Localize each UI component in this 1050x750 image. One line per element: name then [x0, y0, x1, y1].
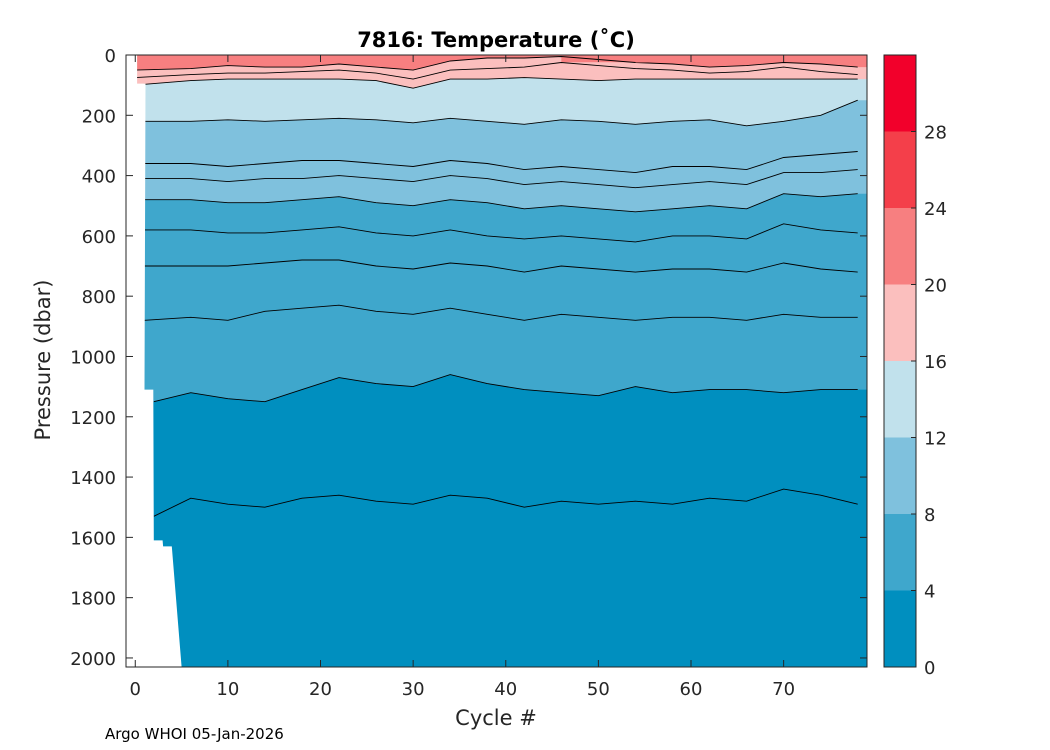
x-tick-label: 10 [216, 679, 239, 700]
colorbar-tick-label: 16 [924, 352, 947, 373]
contour-lines [135, 56, 858, 517]
colorbar-segment [884, 55, 916, 132]
plot-area [126, 55, 867, 667]
y-tick-label: 400 [82, 167, 116, 188]
colorbar-segment [884, 361, 916, 438]
contour-line-3C [153, 488, 858, 517]
contour-line-10C [144, 151, 858, 174]
contour-line-7C [144, 223, 858, 243]
colorbar-tick-label: 8 [924, 505, 935, 526]
x-tick-label: 50 [587, 679, 610, 700]
contour-line-4C [153, 374, 858, 403]
colorbar-tick-label: 4 [924, 582, 935, 603]
y-tick-label: 1200 [70, 408, 116, 429]
colorbar-tick-label: 20 [924, 276, 947, 297]
y-tick-label: 0 [105, 46, 116, 67]
contour-bands [126, 55, 867, 667]
y-axis-label: Pressure (dbar) [31, 280, 55, 441]
plot-frame [125, 54, 868, 668]
no-data-mask [126, 55, 191, 667]
colorbar-segment [884, 208, 916, 285]
y-tick-label: 1400 [70, 468, 116, 489]
warm-surface-patch [209, 55, 340, 62]
x-tick-label: 0 [130, 679, 141, 700]
colorbar-segment [884, 437, 916, 514]
x-tick-label: 40 [494, 679, 517, 700]
x-tick-label: 70 [772, 679, 795, 700]
x-tick-label: 30 [402, 679, 425, 700]
contour-line-16C [135, 77, 858, 89]
x-axis: 0 10 20 30 40 50 60 70 [130, 55, 795, 700]
x-tick-label: 60 [680, 679, 703, 700]
y-tick-label: 2000 [70, 649, 116, 670]
y-axis: 0 200 400 600 800 1000 1200 1400 1600 1800 2000 [70, 46, 867, 670]
colorbar-tick-label: 28 [924, 123, 947, 144]
colorbar-segment [884, 590, 916, 667]
chart-title: 7816: Temperature (˚C) [357, 28, 635, 52]
colorbar-tick-label: 0 [924, 658, 935, 679]
y-tick-label: 600 [82, 227, 116, 248]
colorbar-tick-label: 24 [924, 199, 947, 220]
contour-line-8C [144, 193, 858, 213]
y-tick-label: 1800 [70, 589, 116, 610]
contour-line-12C [144, 99, 858, 127]
y-tick-label: 800 [82, 287, 116, 308]
y-tick-label: 1600 [70, 528, 116, 549]
colorbar-tick-label: 12 [924, 429, 947, 450]
footer-credit: Argo WHOI 05-Jan-2026 [105, 725, 284, 743]
y-tick-label: 1000 [70, 347, 116, 368]
no-data-region [126, 55, 191, 667]
y-tick-label: 200 [82, 106, 116, 127]
x-axis-label: Cycle # [455, 706, 537, 730]
colorbar-segment [884, 284, 916, 361]
colorbar-segment [884, 514, 916, 591]
x-tick-label: 20 [309, 679, 332, 700]
colorbar-segment [884, 131, 916, 208]
contour-line-18C [135, 62, 858, 80]
contour-line-6C [144, 259, 858, 273]
colorbar: 0 4 8 12 16 20 24 28 [883, 54, 947, 679]
contour-line-9C [144, 169, 858, 189]
contour-line-5C [144, 304, 858, 321]
